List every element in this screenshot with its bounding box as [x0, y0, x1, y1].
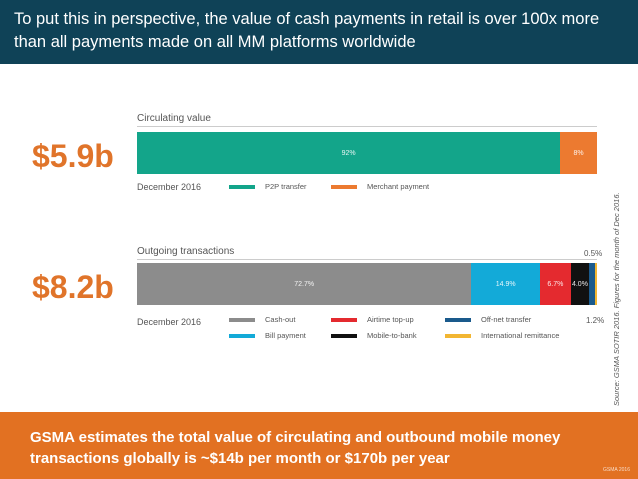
section-divider [137, 126, 597, 127]
footer-banner: GSMA estimates the total value of circul… [0, 412, 638, 479]
legend-swatch [331, 317, 357, 322]
date-label-outgoing: December 2016 [137, 317, 202, 327]
legend-swatch [229, 184, 255, 189]
data-label: 92% [341, 149, 356, 157]
bar-segment-merchant-payment: 8% [560, 132, 597, 174]
date-label-circulating: December 2016 [137, 182, 202, 192]
section-divider [137, 259, 597, 260]
page-title: To put this in perspective, the value of… [14, 10, 600, 51]
legend-item-airtime-top-up: Airtime top-up [331, 315, 414, 324]
legend-item-p2p-transfer: P2P transfer [229, 182, 307, 191]
data-label: 6.7% [547, 280, 564, 288]
bar-segment-bill-payment: 14.9% [471, 263, 540, 305]
bar-segment-off-net-transfer [589, 263, 595, 305]
bar-segment-cash-out: 72.7% [137, 263, 472, 305]
legend-swatch [445, 317, 471, 322]
bar-segment-p2p-transfer: 92% [137, 132, 561, 174]
legend-label: Airtime top-up [367, 315, 414, 324]
legend-item-cash-out: Cash-out [229, 315, 295, 324]
legend-item-international-remittance: International remittance [445, 331, 559, 340]
legend-item-mobile-to-bank: Mobile-to-bank [331, 331, 417, 340]
legend-label: Off-net transfer [481, 315, 532, 324]
data-label: 8% [573, 149, 584, 157]
bar-segment-mobile-to-bank: 4.0% [570, 263, 590, 305]
legend-item-merchant-payment: Merchant payment [331, 182, 429, 191]
legend-label: Bill payment [265, 331, 306, 340]
data-label: 14.9% [495, 280, 516, 288]
legend-swatch [331, 184, 357, 189]
legend-item-bill-payment: Bill payment [229, 331, 306, 340]
bar-segment-airtime-top-up: 6.7% [539, 263, 571, 305]
footer-summary: GSMA estimates the total value of circul… [30, 429, 561, 467]
circulating-value-amount: $5.9b [32, 138, 114, 174]
source-note: Source: GSMA SOTIR 2016. Figures for the… [612, 192, 621, 406]
header-banner: To put this in perspective, the value of… [0, 0, 638, 64]
legend-label: P2P transfer [265, 182, 307, 191]
chart-title-circulating: Circulating value [137, 113, 211, 124]
footer-watermark: GSMA 2016 [603, 467, 630, 473]
legend-label: International remittance [481, 331, 560, 340]
legend-swatch [445, 333, 471, 338]
data-label-international-remittance: 0.5% [584, 249, 603, 258]
data-label: 4.0% [571, 280, 588, 288]
legend-label: Cash-out [265, 315, 296, 324]
data-label: 72.7% [294, 280, 315, 288]
legend-swatch [229, 333, 255, 338]
bar-segment-international-remittance [594, 263, 597, 305]
legend-label: Merchant payment [367, 182, 430, 191]
legend-swatch [331, 333, 357, 338]
legend-swatch [229, 317, 255, 322]
data-label-off-net-transfer: 1.2% [586, 316, 605, 325]
legend-item-off-net-transfer: Off-net transfer [445, 315, 531, 324]
outgoing-transactions-amount: $8.2b [32, 269, 114, 305]
legend-label: Mobile-to-bank [367, 331, 417, 340]
chart-title-outgoing: Outgoing transactions [137, 246, 235, 257]
